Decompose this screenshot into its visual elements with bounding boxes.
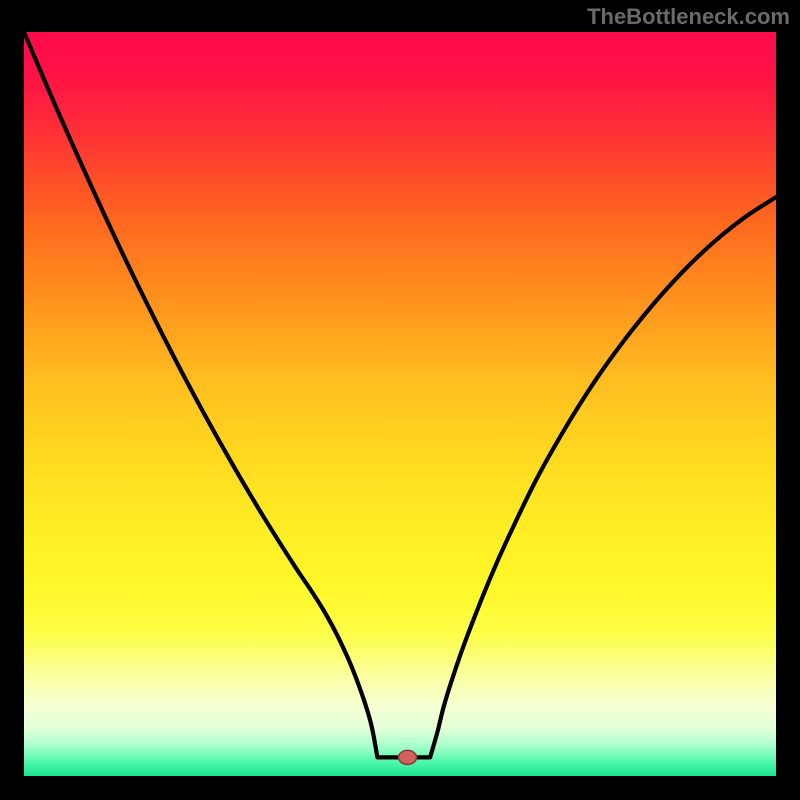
bottleneck-chart: [0, 0, 800, 800]
chart-background-gradient: [24, 32, 776, 776]
chart-stage: TheBottleneck.com: [0, 0, 800, 800]
valley-marker: [399, 750, 417, 764]
